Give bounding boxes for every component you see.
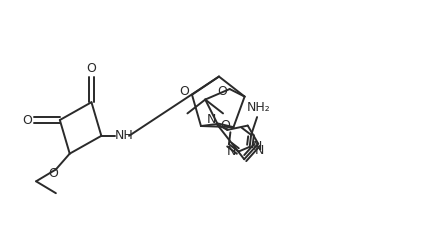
Text: N: N (254, 144, 264, 157)
Text: N: N (253, 140, 262, 153)
Text: O: O (48, 167, 58, 180)
Text: O: O (22, 113, 32, 127)
Text: O: O (220, 119, 230, 132)
Text: NH: NH (114, 129, 133, 142)
Text: O: O (217, 84, 227, 98)
Text: N: N (227, 145, 236, 158)
Text: O: O (179, 85, 189, 98)
Text: N: N (207, 112, 216, 126)
Text: O: O (87, 62, 97, 75)
Text: NH₂: NH₂ (247, 101, 271, 114)
